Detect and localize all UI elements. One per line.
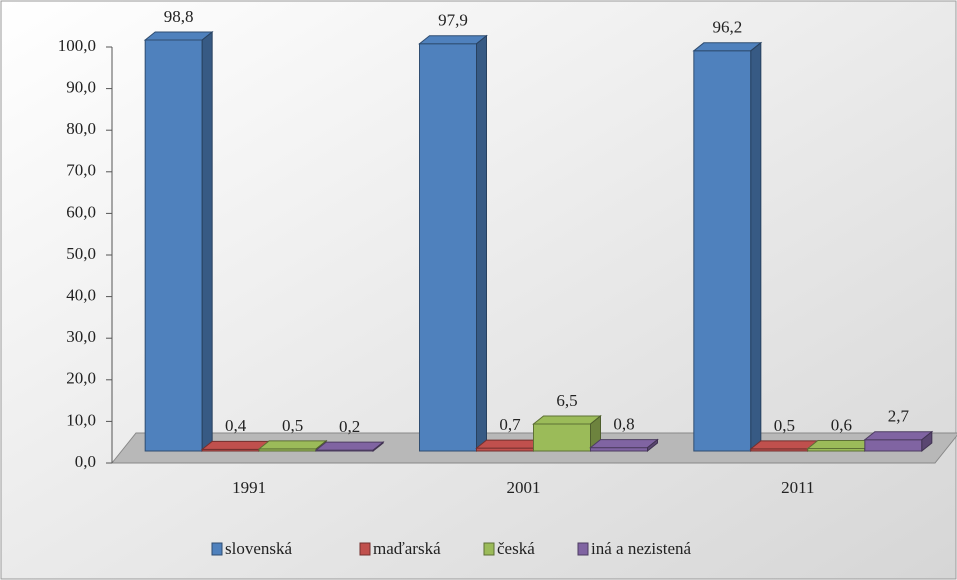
data-label: 96,2 — [712, 18, 742, 37]
data-label: 98,8 — [164, 7, 194, 26]
data-label: 0,6 — [831, 415, 852, 434]
y-tick-label: 90,0 — [66, 78, 96, 97]
bar — [143, 30, 214, 453]
bar-top — [418, 35, 488, 45]
data-label: 97,9 — [438, 11, 468, 30]
bar-top — [257, 440, 328, 450]
legend-swatch — [577, 542, 589, 556]
bar — [692, 41, 763, 453]
y-tick-label: 50,0 — [66, 244, 96, 263]
y-tick-label: 100,0 — [58, 36, 96, 55]
bar — [589, 438, 659, 453]
legend-label: česká — [497, 539, 535, 558]
y-tick-label: 40,0 — [66, 286, 96, 305]
data-label: 0,2 — [339, 417, 360, 436]
bar-front — [533, 423, 591, 452]
y-tick-label: 30,0 — [66, 327, 96, 346]
y-tick-label: 0,0 — [75, 452, 96, 471]
data-label: 0,7 — [499, 415, 521, 434]
data-label: 0,4 — [225, 416, 247, 435]
bar — [418, 34, 488, 453]
bar-side — [372, 441, 384, 453]
data-label: 0,8 — [613, 415, 634, 434]
bar-side — [201, 30, 213, 453]
bar — [257, 439, 328, 453]
y-tick-label: 70,0 — [66, 161, 96, 180]
data-label: 0,5 — [774, 416, 795, 435]
legend-swatch — [483, 542, 495, 556]
x-tick-label: 1991 — [232, 478, 266, 497]
bar-side — [921, 430, 933, 453]
bar-top — [863, 431, 934, 441]
bar-side — [750, 41, 762, 453]
bar-top — [143, 31, 214, 41]
bar-front — [419, 43, 477, 452]
y-tick-label: 60,0 — [66, 202, 96, 221]
bar-top — [532, 415, 602, 425]
legend-label: iná a nezistená — [591, 539, 692, 558]
legend-swatch — [211, 542, 223, 556]
bar — [863, 430, 934, 453]
bar-front — [693, 50, 752, 452]
y-tick-label: 20,0 — [66, 369, 96, 388]
data-label: 6,5 — [556, 391, 577, 410]
bar-top — [749, 440, 820, 450]
y-tick-label: 80,0 — [66, 119, 96, 138]
legend-swatch — [359, 542, 371, 556]
x-tick-label: 2001 — [507, 478, 541, 497]
bar — [532, 414, 602, 453]
bar-top — [314, 441, 385, 451]
bar-top — [200, 440, 271, 450]
bar-side — [647, 438, 658, 453]
bar-top — [589, 439, 659, 449]
data-label: 2,7 — [888, 407, 910, 426]
legend-label: maďarská — [373, 539, 441, 558]
bar-front — [864, 439, 923, 452]
bar-top — [692, 42, 763, 52]
x-tick-label: 2011 — [781, 478, 814, 497]
bar — [314, 441, 385, 453]
bar-side — [476, 34, 487, 453]
data-label: 0,5 — [282, 416, 303, 435]
legend-label: slovenská — [225, 539, 293, 558]
y-tick-label: 10,0 — [66, 410, 96, 429]
bar-front — [144, 39, 203, 452]
